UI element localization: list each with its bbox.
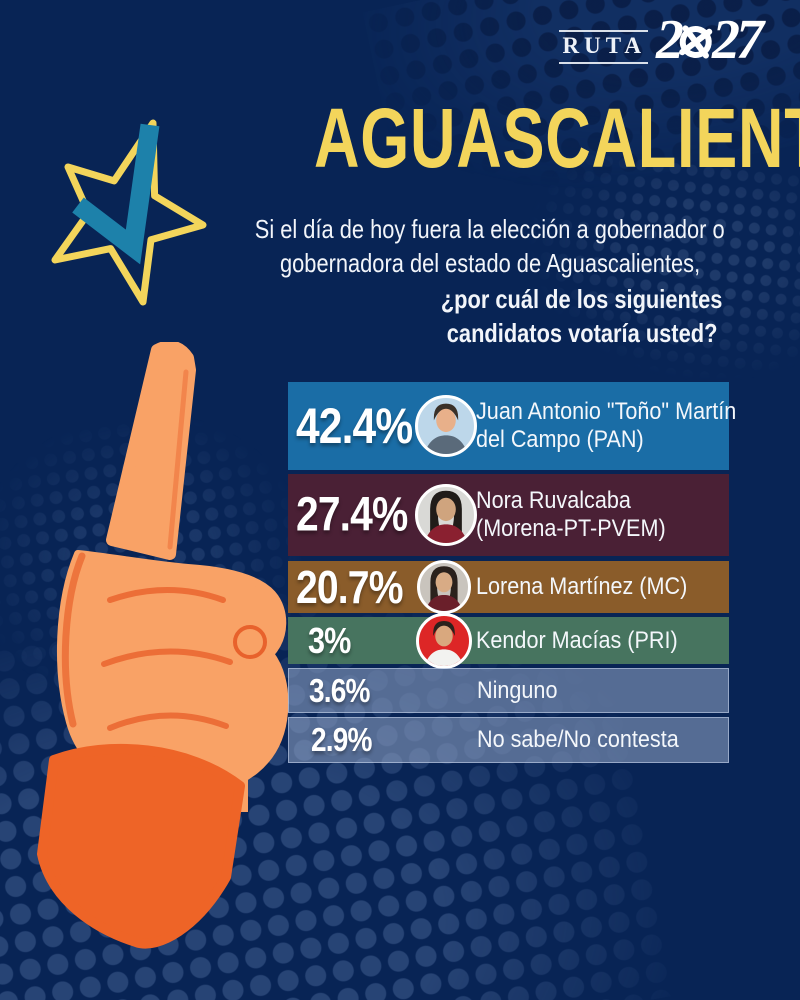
candidate-name-line2: (Morena-PT-PVEM) (476, 515, 666, 542)
candidate-name: Kendor Macías (PRI) (476, 626, 678, 654)
candidate-avatar (416, 612, 472, 669)
answer-label: Ninguno (477, 676, 558, 704)
result-percentage: 20.7% (296, 561, 403, 613)
result-row-pan: 42.4% Juan Antonio "Toño" Martín del Cam… (288, 382, 736, 470)
candidate-name-line2: del Campo (PAN) (476, 426, 644, 453)
result-percentage: 42.4% (296, 398, 413, 454)
star-checkmark-icon (51, 119, 207, 306)
ruta-wordmark: RUTA (558, 30, 648, 64)
answer-label: No sabe/No contesta (477, 726, 679, 753)
result-row-ninguno: 3.6% Ninguno (288, 668, 729, 713)
year-2027: 2 27 (656, 9, 764, 71)
page-title: AGUASCALIENTES (314, 91, 800, 185)
pointing-hand-illustration (37, 342, 289, 949)
candidate-name-line1: Nora Ruvalcaba (476, 487, 631, 514)
ruta-2027-logo: RUTA 2 27 (558, 9, 764, 71)
candidate-avatar (415, 395, 477, 457)
result-percentage: 2.9% (311, 721, 372, 758)
year-digits-27: 27 (712, 9, 764, 71)
candidate-avatar (417, 560, 471, 614)
result-percentage: 3% (308, 619, 351, 661)
result-percentage: 3.6% (309, 671, 370, 709)
ballot-x-icon (679, 25, 713, 59)
year-digit-2: 2 (656, 9, 684, 71)
poll-results-list: 42.4% Juan Antonio "Toño" Martín del Cam… (288, 382, 736, 763)
candidate-name: Nora Ruvalcaba (Morena-PT-PVEM) (476, 487, 666, 543)
result-row-morena: 27.4% Nora Ruvalcaba (Morena-PT-PVEM) (288, 474, 729, 556)
result-percentage: 27.4% (296, 488, 408, 542)
question-text-bold: ¿por cuál de los siguientes candidatos v… (232, 282, 800, 350)
result-row-no-sabe: 2.9% No sabe/No contesta (288, 717, 729, 763)
question-line-3: ¿por cuál de los siguientes (441, 284, 723, 314)
result-row-pri: 3% Kendor Macías (PRI) (288, 612, 729, 669)
question-line-4: candidatos votaría usted? (446, 318, 718, 348)
question-line-2: gobernadora del estado de Aguascalientes… (279, 248, 701, 278)
candidate-name-line1: Juan Antonio "Toño" Martín (476, 398, 737, 425)
question-line-1: Si el día de hoy fuera la elección a gob… (255, 214, 725, 244)
result-row-mc: 20.7% Lorena Martínez (MC) (288, 560, 729, 614)
question-text: Si el día de hoy fuera la elección a gob… (140, 212, 800, 280)
candidate-name: Lorena Martínez (MC) (476, 573, 688, 600)
candidate-avatar (415, 484, 477, 546)
candidate-name: Juan Antonio "Toño" Martín del Campo (PA… (476, 398, 736, 454)
